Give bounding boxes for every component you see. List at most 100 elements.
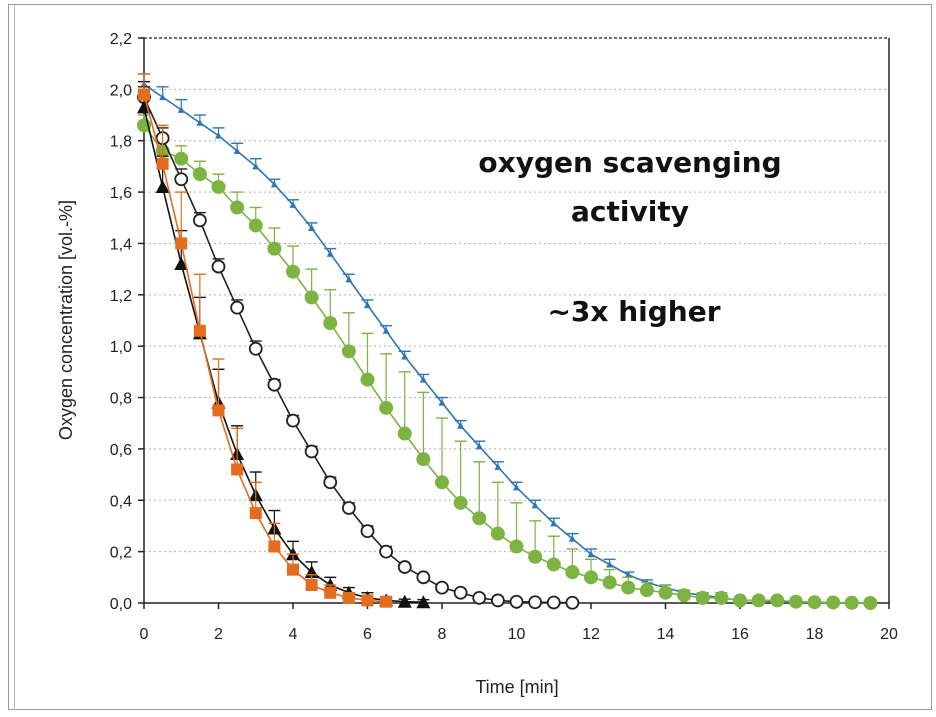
data-point xyxy=(419,376,427,383)
series-2 xyxy=(137,86,580,610)
data-point xyxy=(416,570,431,585)
data-point xyxy=(621,580,636,595)
data-point xyxy=(528,549,543,564)
data-point xyxy=(138,88,150,101)
data-point xyxy=(174,257,189,270)
data-point xyxy=(863,596,878,610)
data-point xyxy=(323,316,338,331)
data-point xyxy=(233,147,241,154)
series-4 xyxy=(138,73,393,608)
series-line xyxy=(143,107,424,603)
data-point xyxy=(215,132,222,139)
data-point xyxy=(453,495,468,510)
data-point xyxy=(472,511,487,526)
x-tick-label: 18 xyxy=(806,626,824,643)
data-point xyxy=(252,162,260,170)
x-tick-label: 10 xyxy=(508,626,526,643)
x-tick-label: 16 xyxy=(731,626,749,643)
y-tick-label: 0,6 xyxy=(110,442,132,459)
y-tick-label: 0,4 xyxy=(110,493,132,510)
data-point xyxy=(286,413,300,428)
left-border-rule xyxy=(14,4,15,710)
data-point xyxy=(490,526,505,541)
y-axis-label: Oxygen concentration [vol.-%] xyxy=(56,200,76,440)
data-point xyxy=(472,590,487,605)
data-point xyxy=(844,595,859,610)
data-point xyxy=(211,179,226,194)
y-tick-label: 1,0 xyxy=(110,339,132,356)
x-tick-label: 12 xyxy=(582,626,600,643)
data-point xyxy=(714,590,729,605)
data-point xyxy=(248,341,263,356)
data-point xyxy=(212,404,225,417)
y-tick-label: 1,4 xyxy=(110,236,132,253)
data-point xyxy=(509,539,524,554)
data-point xyxy=(193,324,206,337)
data-point xyxy=(324,586,337,599)
data-point xyxy=(546,595,561,610)
data-point xyxy=(602,575,617,590)
data-point xyxy=(268,540,281,553)
data-point xyxy=(345,275,353,283)
y-tick-label: 0,8 xyxy=(110,391,132,408)
data-point xyxy=(380,595,393,608)
series-line xyxy=(143,124,871,604)
data-point xyxy=(435,580,449,595)
annotation-line-3: ~3x higher xyxy=(547,295,720,328)
data-point xyxy=(584,570,598,585)
data-point xyxy=(695,590,710,605)
data-point xyxy=(156,157,169,170)
y-tick-label: 1,2 xyxy=(110,288,132,305)
data-point xyxy=(494,463,502,470)
data-point xyxy=(509,594,524,609)
data-point xyxy=(435,475,449,490)
data-point xyxy=(528,595,543,610)
data-point xyxy=(624,571,632,578)
annotation-line-1: oxygen scavenging xyxy=(478,146,781,179)
data-point xyxy=(397,594,412,608)
axes xyxy=(138,37,890,609)
data-point xyxy=(379,544,394,559)
annotation-line-2: activity xyxy=(571,195,689,228)
y-tick-label: 2,2 xyxy=(110,31,132,48)
data-point xyxy=(230,200,245,215)
data-point xyxy=(453,585,468,600)
x-tick-label: 14 xyxy=(657,626,675,643)
data-point xyxy=(304,290,319,305)
x-tick-label: 2 xyxy=(214,626,223,643)
data-point xyxy=(531,501,539,509)
x-axis-label: Time [min] xyxy=(475,677,558,697)
data-point xyxy=(788,594,803,609)
data-point xyxy=(490,593,505,608)
data-point xyxy=(416,452,431,467)
data-point xyxy=(361,594,374,607)
y-tick-label: 0,0 xyxy=(110,596,132,613)
data-point xyxy=(565,565,580,580)
data-point xyxy=(360,372,375,387)
data-point xyxy=(287,563,299,576)
x-tick-label: 6 xyxy=(363,626,372,643)
data-point xyxy=(513,483,520,491)
x-tick-label: 20 xyxy=(880,626,898,643)
data-point xyxy=(174,172,189,187)
data-point xyxy=(546,557,561,572)
data-point xyxy=(382,327,390,334)
x-tick-label: 4 xyxy=(289,626,298,643)
x-tick-label: 0 xyxy=(140,626,149,643)
data-point xyxy=(457,422,465,429)
data-point xyxy=(677,588,692,603)
data-point xyxy=(606,560,614,568)
data-point xyxy=(289,201,297,208)
data-point xyxy=(230,300,245,315)
data-point xyxy=(341,501,356,515)
data-point xyxy=(401,352,409,360)
data-point xyxy=(360,524,375,538)
data-point xyxy=(231,463,244,476)
data-point xyxy=(658,585,673,600)
data-point xyxy=(565,595,580,610)
y-tick-label: 0,2 xyxy=(110,545,132,562)
data-point xyxy=(364,301,371,309)
tick-labels: 0,0 0,2 0,4 0,6 0,8 1,0 1,2 1,4 1,6 1,8 2,0 2,2 0 2 4 6… xyxy=(110,31,898,643)
data-point xyxy=(192,213,207,228)
